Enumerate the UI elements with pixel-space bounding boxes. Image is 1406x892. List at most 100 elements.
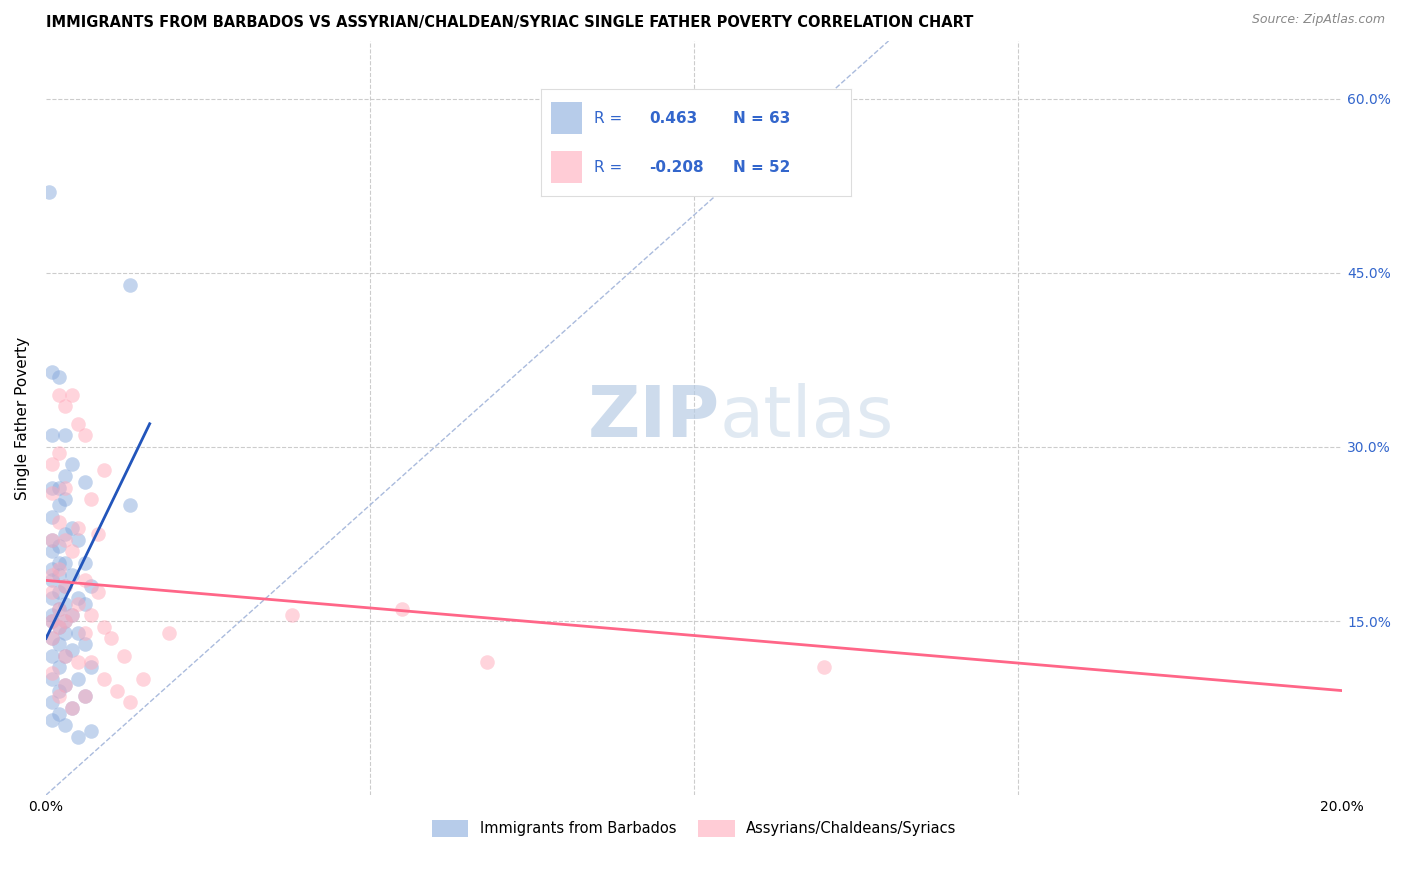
Point	[55, 614, 77, 628]
Point	[60, 567, 83, 582]
Point	[105, 683, 128, 698]
Text: ZIP: ZIP	[588, 384, 720, 452]
Point	[48, 481, 70, 495]
Point	[48, 562, 70, 576]
Point	[55, 648, 77, 663]
Point	[55, 533, 77, 547]
Point	[41, 632, 63, 646]
Point	[41, 533, 63, 547]
Point	[87, 527, 110, 541]
Point	[48, 683, 70, 698]
Point	[48, 706, 70, 721]
Point	[80, 655, 103, 669]
Point	[48, 620, 70, 634]
Point	[60, 643, 83, 657]
Point	[48, 602, 70, 616]
Point	[55, 400, 77, 414]
Text: atlas: atlas	[720, 384, 894, 452]
Point	[41, 458, 63, 472]
Point	[60, 608, 83, 623]
Legend: Immigrants from Barbados, Assyrians/Chaldeans/Syriacs: Immigrants from Barbados, Assyrians/Chal…	[432, 820, 956, 837]
Point	[41, 585, 63, 599]
Point	[60, 701, 83, 715]
Point	[120, 695, 142, 709]
Point	[41, 481, 63, 495]
Point	[41, 562, 63, 576]
Point	[80, 579, 103, 593]
Point	[73, 428, 96, 442]
Text: N = 52: N = 52	[733, 160, 790, 175]
Text: 0.463: 0.463	[650, 111, 697, 126]
Point	[41, 608, 63, 623]
Point	[48, 516, 70, 530]
Point	[55, 625, 77, 640]
Point	[67, 672, 90, 686]
Point	[67, 533, 90, 547]
Point	[80, 724, 103, 739]
Point	[48, 370, 70, 384]
Point	[38, 185, 60, 199]
Text: R =: R =	[593, 160, 627, 175]
Point	[80, 660, 103, 674]
Point	[93, 620, 115, 634]
Point	[55, 678, 77, 692]
Point	[100, 632, 122, 646]
Point	[80, 608, 103, 623]
Point	[67, 655, 90, 669]
Point	[391, 602, 413, 616]
Point	[41, 695, 63, 709]
Point	[55, 579, 77, 593]
Text: Source: ZipAtlas.com: Source: ZipAtlas.com	[1251, 13, 1385, 27]
Point	[55, 614, 77, 628]
Point	[41, 614, 63, 628]
Point	[60, 388, 83, 402]
Text: -0.208: -0.208	[650, 160, 704, 175]
Point	[41, 574, 63, 588]
Point	[73, 556, 96, 570]
Point	[55, 527, 77, 541]
Point	[67, 625, 90, 640]
Point	[41, 365, 63, 379]
Point	[41, 713, 63, 727]
Point	[41, 533, 63, 547]
Point	[48, 660, 70, 674]
Point	[60, 521, 83, 535]
Point	[93, 463, 115, 477]
Point	[813, 660, 835, 674]
Y-axis label: Single Father Poverty: Single Father Poverty	[15, 336, 30, 500]
Point	[41, 591, 63, 605]
Point	[93, 672, 115, 686]
Text: N = 63: N = 63	[733, 111, 790, 126]
Point	[48, 446, 70, 460]
Point	[55, 597, 77, 611]
Point	[48, 585, 70, 599]
Point	[41, 648, 63, 663]
Point	[48, 388, 70, 402]
Point	[87, 585, 110, 599]
Point	[41, 544, 63, 558]
Point	[41, 666, 63, 681]
Point	[48, 637, 70, 651]
Point	[55, 492, 77, 507]
Point	[120, 277, 142, 292]
Point	[48, 498, 70, 512]
Point	[41, 486, 63, 500]
Point	[73, 637, 96, 651]
Point	[67, 417, 90, 431]
Point	[67, 730, 90, 744]
Point	[281, 608, 304, 623]
Point	[60, 608, 83, 623]
Point	[48, 567, 70, 582]
Point	[67, 521, 90, 535]
Point	[73, 574, 96, 588]
Point	[55, 481, 77, 495]
Point	[73, 690, 96, 704]
Point	[41, 428, 63, 442]
Point	[73, 475, 96, 489]
Point	[41, 567, 63, 582]
Point	[60, 701, 83, 715]
Point	[60, 544, 83, 558]
Point	[48, 602, 70, 616]
Point	[55, 469, 77, 483]
Point	[48, 556, 70, 570]
